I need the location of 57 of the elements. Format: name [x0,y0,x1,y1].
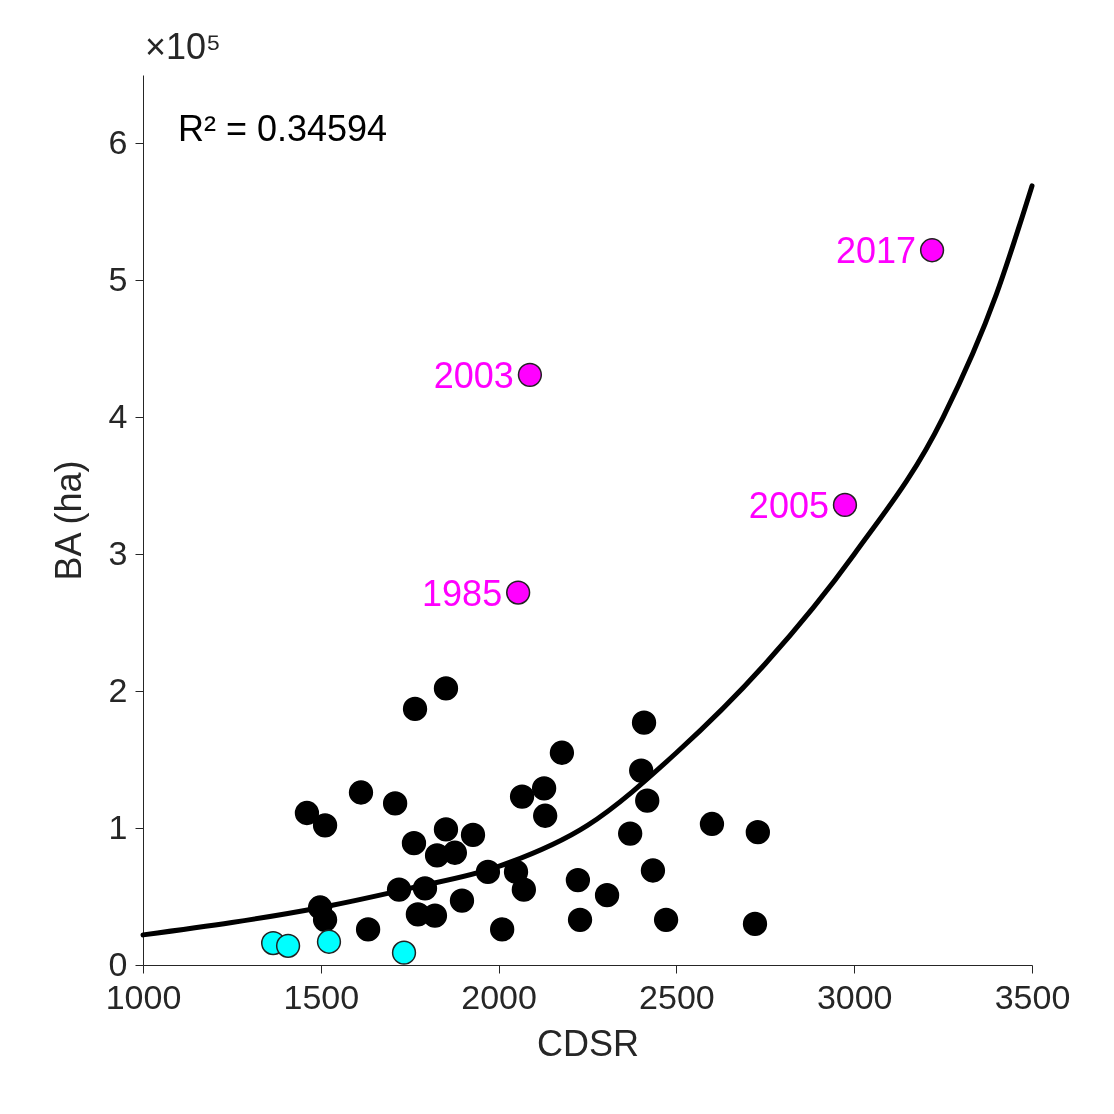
point [312,907,338,932]
point [490,917,515,942]
x-tick-label: 3000 [816,977,893,1016]
point [533,803,558,828]
annotation: R² = 0.34594 [178,108,388,149]
point [401,831,427,856]
point [699,811,725,837]
x-axis-title: CDSR [536,1022,640,1064]
x-tick-label: 2500 [639,977,715,1016]
point [745,820,770,845]
point [517,362,543,387]
y-tick-label: 3 [108,533,128,572]
point [391,940,417,965]
point [312,813,338,838]
point [382,791,408,816]
point [433,676,459,701]
point [275,933,301,958]
point [653,907,679,932]
point [442,840,468,865]
y-tick-label: 6 [108,122,128,161]
y-tick-label: 1 [108,807,128,846]
point [294,800,320,826]
point [316,929,342,954]
y-tick-label: 5 [108,259,128,298]
annotation: 2003 [433,354,514,396]
point [832,492,858,518]
point [565,867,591,893]
annotation: 2005 [748,484,829,526]
point [355,917,381,942]
x-tick-label: 2000 [461,977,537,1016]
point [509,784,535,809]
point [531,776,557,801]
point [449,888,475,913]
point [594,883,620,908]
x-tick-label: 1500 [283,977,360,1016]
point [635,788,660,813]
point [640,858,666,883]
point [506,580,531,605]
y-tick-label: 2 [108,670,128,709]
point [402,696,428,722]
x-tick-label: 3500 [994,977,1071,1016]
y-axis-title: BA (ha) [47,460,89,581]
annotation: 1985 [422,572,503,614]
point [549,740,575,765]
point [511,877,536,902]
point [348,780,374,805]
y-tick-label: 4 [108,396,128,435]
point [460,822,486,848]
point [742,911,768,937]
point [433,817,459,842]
point [422,903,448,928]
point [919,238,945,263]
annotation: 2017 [835,230,917,272]
text: ×10⁵ [145,26,221,67]
point [567,907,593,932]
point [618,821,643,846]
point [631,710,657,735]
